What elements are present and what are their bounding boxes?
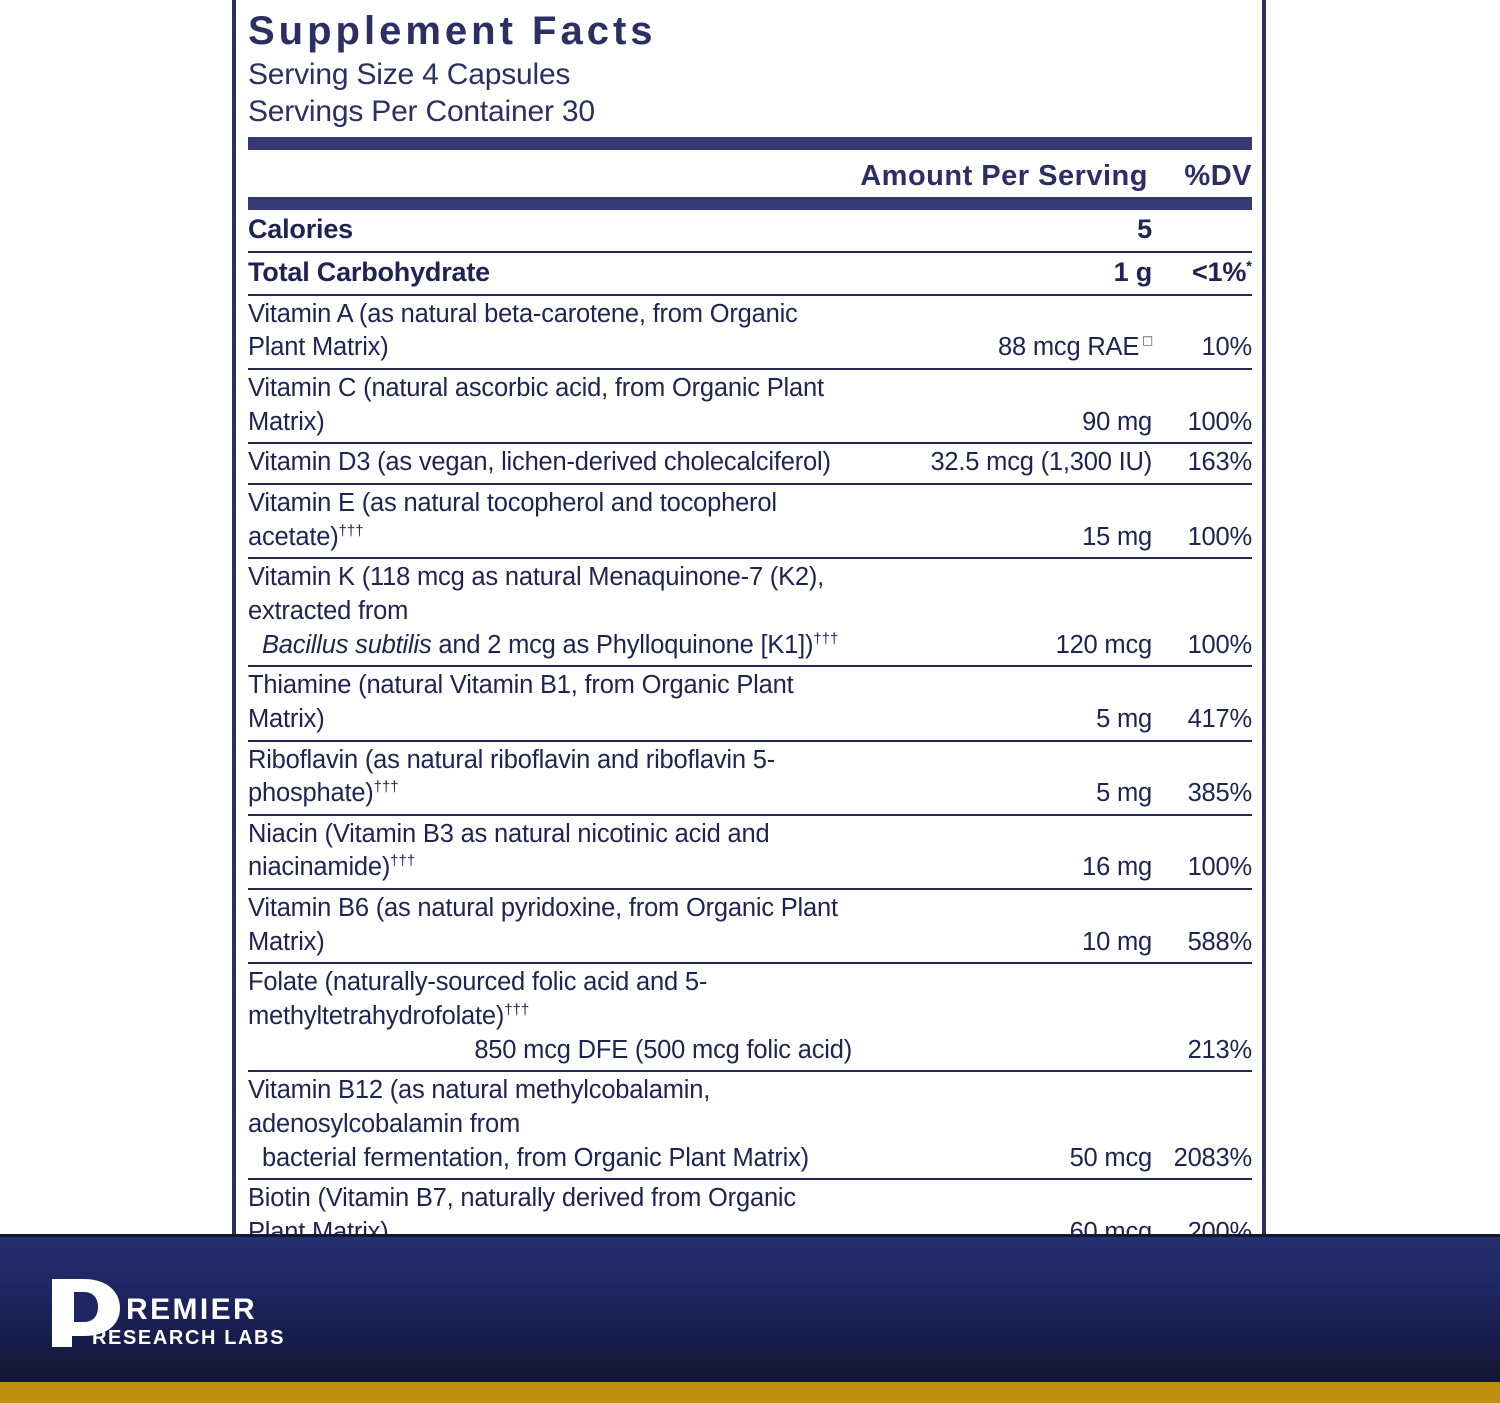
table-row: Vitamin B12 (as natural methylcobalamin,…	[248, 1071, 1252, 1181]
nutrient-dv	[1152, 210, 1252, 253]
nutrient-name: Vitamin D3 (as vegan, lichen-derived cho…	[248, 443, 852, 485]
table-row: Niacin (Vitamin B3 as natural nicotinic …	[248, 814, 1252, 891]
nutrient-amount	[852, 963, 1152, 1073]
page-title: Supplement Facts	[248, 9, 657, 53]
column-header-amount: Amount Per Serving	[860, 160, 1148, 193]
nutrient-dv: 100%	[1152, 558, 1252, 668]
column-headers: Amount Per Serving %DV	[248, 150, 1252, 197]
table-row: Total Carbohydrate 1 g <1%*	[248, 252, 1252, 296]
brand-footer: REMIER RESEARCH LABS	[0, 1234, 1500, 1382]
nutrient-dv: 163%	[1152, 443, 1252, 485]
nutrient-name: Niacin (Vitamin B3 as natural nicotinic …	[248, 814, 852, 891]
nutrient-name: Vitamin E (as natural tocopherol and toc…	[248, 483, 852, 560]
nutrient-amount: 120 mcg	[852, 558, 1152, 668]
servings-per-container: Servings Per Container 30	[248, 95, 595, 129]
nutrient-dv: <1%*	[1152, 252, 1252, 296]
nutrient-amount: 88 mcg RAE □	[852, 294, 1152, 370]
serving-size: Serving Size 4 Capsules	[248, 58, 571, 91]
premier-research-labs-logo: REMIER RESEARCH LABS	[52, 1279, 285, 1349]
table-row: Vitamin C (natural ascorbic acid, from O…	[248, 368, 1252, 445]
nutrient-name: Vitamin K (118 mcg as natural Menaquinon…	[248, 558, 852, 668]
nutrient-amount: 5 mg	[852, 740, 1152, 816]
nutrients-table: Calories 5 Total Carbohydrate 1 g <1%* Vitami…	[248, 210, 1252, 1403]
table-row: Folate (naturally-sourced folic acid and…	[248, 963, 1252, 1073]
nutrient-name: Total Carbohydrate	[248, 252, 852, 296]
nutrient-dv: 2083%	[1152, 1071, 1252, 1181]
nutrient-name: Folate (naturally-sourced folic acid and…	[248, 963, 852, 1073]
nutrient-name: Calories	[248, 210, 852, 253]
nutrient-dv: 213%	[1152, 963, 1252, 1073]
table-row: Vitamin K (118 mcg as natural Menaquinon…	[248, 558, 1252, 668]
nutrient-amount: 16 mg	[852, 814, 1152, 891]
nutrient-amount: 5 mg	[852, 666, 1152, 742]
nutrient-dv: 417%	[1152, 666, 1252, 742]
nutrient-dv: 588%	[1152, 889, 1252, 965]
logo-brand-sub: RESEARCH LABS	[92, 1327, 285, 1349]
table-row: Calories 5	[248, 210, 1252, 253]
nutrient-dv: 100%	[1152, 368, 1252, 445]
table-row: Vitamin D3 (as vegan, lichen-derived cho…	[248, 443, 1252, 485]
columns-divider-bar	[248, 197, 1252, 211]
table-row: Riboflavin (as natural riboflavin and ri…	[248, 740, 1252, 816]
nutrient-amount: 10 mg	[852, 889, 1152, 965]
nutrient-amount: 1 g	[852, 252, 1152, 296]
nutrient-name: Vitamin B12 (as natural methylcobalamin,…	[248, 1071, 852, 1181]
nutrient-name: Vitamin A (as natural beta-carotene, fro…	[248, 294, 852, 370]
nutrient-dv: 385%	[1152, 740, 1252, 816]
column-header-dv: %DV	[1184, 160, 1252, 193]
logo-brand-rest: REMIER	[126, 1293, 257, 1326]
nutrient-name: Vitamin C (natural ascorbic acid, from O…	[248, 368, 852, 445]
nutrient-amount: 90 mg	[852, 368, 1152, 445]
nutrient-dv: 10%	[1152, 294, 1252, 370]
nutrient-dv: 100%	[1152, 483, 1252, 560]
table-row: Thiamine (natural Vitamin B1, from Organ…	[248, 666, 1252, 742]
nutrient-amount: 15 mg	[852, 483, 1152, 560]
table-row: Vitamin B6 (as natural pyridoxine, from …	[248, 889, 1252, 965]
nutrient-amount: 32.5 mcg (1,300 IU)	[852, 443, 1152, 485]
table-row: Vitamin E (as natural tocopherol and toc…	[248, 483, 1252, 560]
nutrient-dv: 100%	[1152, 814, 1252, 891]
header-divider-bar	[248, 137, 1252, 151]
gold-accent-band	[0, 1382, 1500, 1403]
supplement-facts-panel: Supplement Facts Serving Size 4 Capsules…	[232, 0, 1266, 1403]
nutrient-name: Vitamin B6 (as natural pyridoxine, from …	[248, 889, 852, 965]
table-row: Vitamin A (as natural beta-carotene, fro…	[248, 294, 1252, 370]
nutrient-amount: 50 mcg	[852, 1071, 1152, 1181]
nutrient-name: Riboflavin (as natural riboflavin and ri…	[248, 740, 852, 816]
nutrient-amount: 5	[852, 210, 1152, 253]
nutrient-name: Thiamine (natural Vitamin B1, from Organ…	[248, 666, 852, 742]
